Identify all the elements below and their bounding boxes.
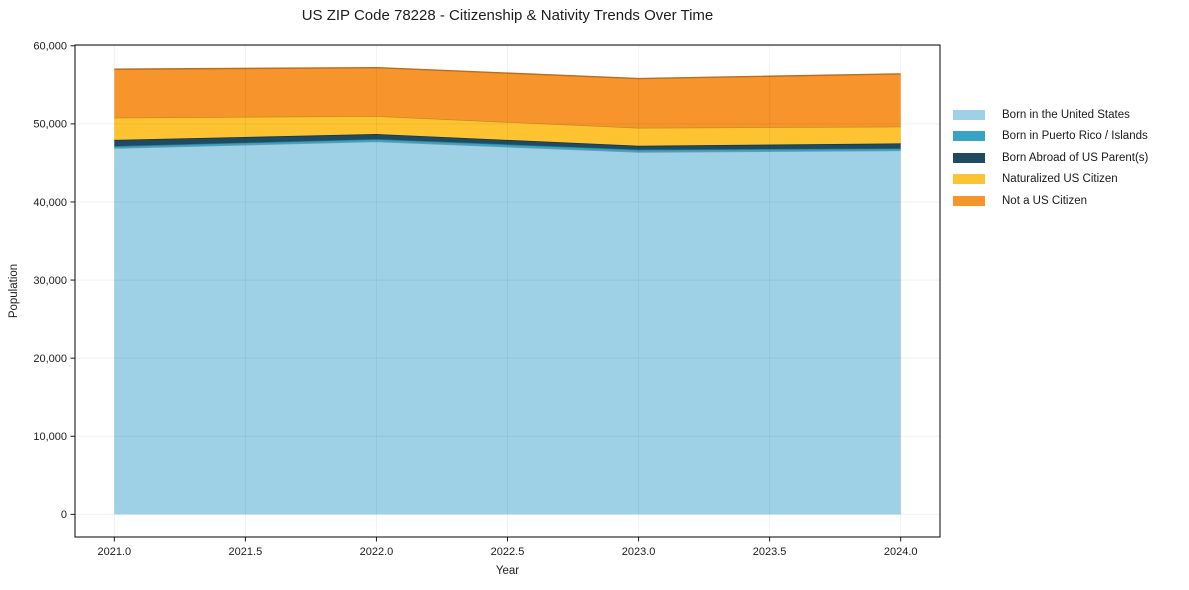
legend-swatch	[953, 109, 985, 120]
area-not-a-us-citizen	[114, 67, 901, 128]
legend-item: Born in the United States	[953, 104, 1148, 126]
legend-label: Born in Puerto Rico / Islands	[1002, 130, 1148, 143]
x-tick-label: 2024.0	[884, 546, 918, 558]
area-born-in-the-united-states	[114, 141, 901, 515]
x-axis-label: Year	[495, 565, 520, 577]
y-tick-label: 0	[61, 509, 67, 521]
legend-swatch	[953, 152, 985, 163]
y-axis-label: Population	[8, 263, 20, 319]
x-tick-label: 2023.0	[622, 546, 656, 558]
y-tick-label: 60,000	[33, 41, 67, 53]
x-tick-label: 2022.0	[360, 546, 394, 558]
area-edge-not-a-us-citizen	[114, 66, 901, 80]
y-tick-label: 20,000	[33, 353, 67, 365]
x-tick-label: 2023.5	[753, 546, 787, 558]
legend-label: Not a US Citizen	[1002, 194, 1088, 207]
legend-swatch	[953, 131, 985, 142]
legend-label: Naturalized US Citizen	[1002, 173, 1118, 186]
legend-swatch	[953, 174, 985, 185]
area-naturalized-us-citizen	[114, 116, 901, 146]
y-tick-label: 50,000	[33, 119, 67, 131]
legend-item: Naturalized US Citizen	[953, 169, 1148, 191]
legend-label: Born in the United States	[1002, 108, 1130, 121]
y-tick-label: 40,000	[33, 197, 67, 209]
y-tick-label: 10,000	[33, 431, 67, 443]
y-tick-label: 30,000	[33, 275, 67, 287]
legend-item: Not a US Citizen	[953, 190, 1148, 212]
area-born-in-puerto-rico-islands	[114, 139, 901, 152]
legend-item: Born Abroad of US Parent(s)	[953, 147, 1148, 169]
legend-item: Born in Puerto Rico / Islands	[953, 126, 1148, 148]
legend-label: Born Abroad of US Parent(s)	[1002, 151, 1149, 164]
x-tick-label: 2021.0	[97, 546, 131, 558]
x-tick-label: 2022.5	[491, 546, 525, 558]
chart-title: US ZIP Code 78228 - Citizenship & Nativi…	[301, 7, 714, 24]
legend: Born in the United States Born in Puerto…	[953, 104, 1148, 212]
x-tick-label: 2021.5	[229, 546, 263, 558]
legend-swatch	[953, 195, 985, 206]
